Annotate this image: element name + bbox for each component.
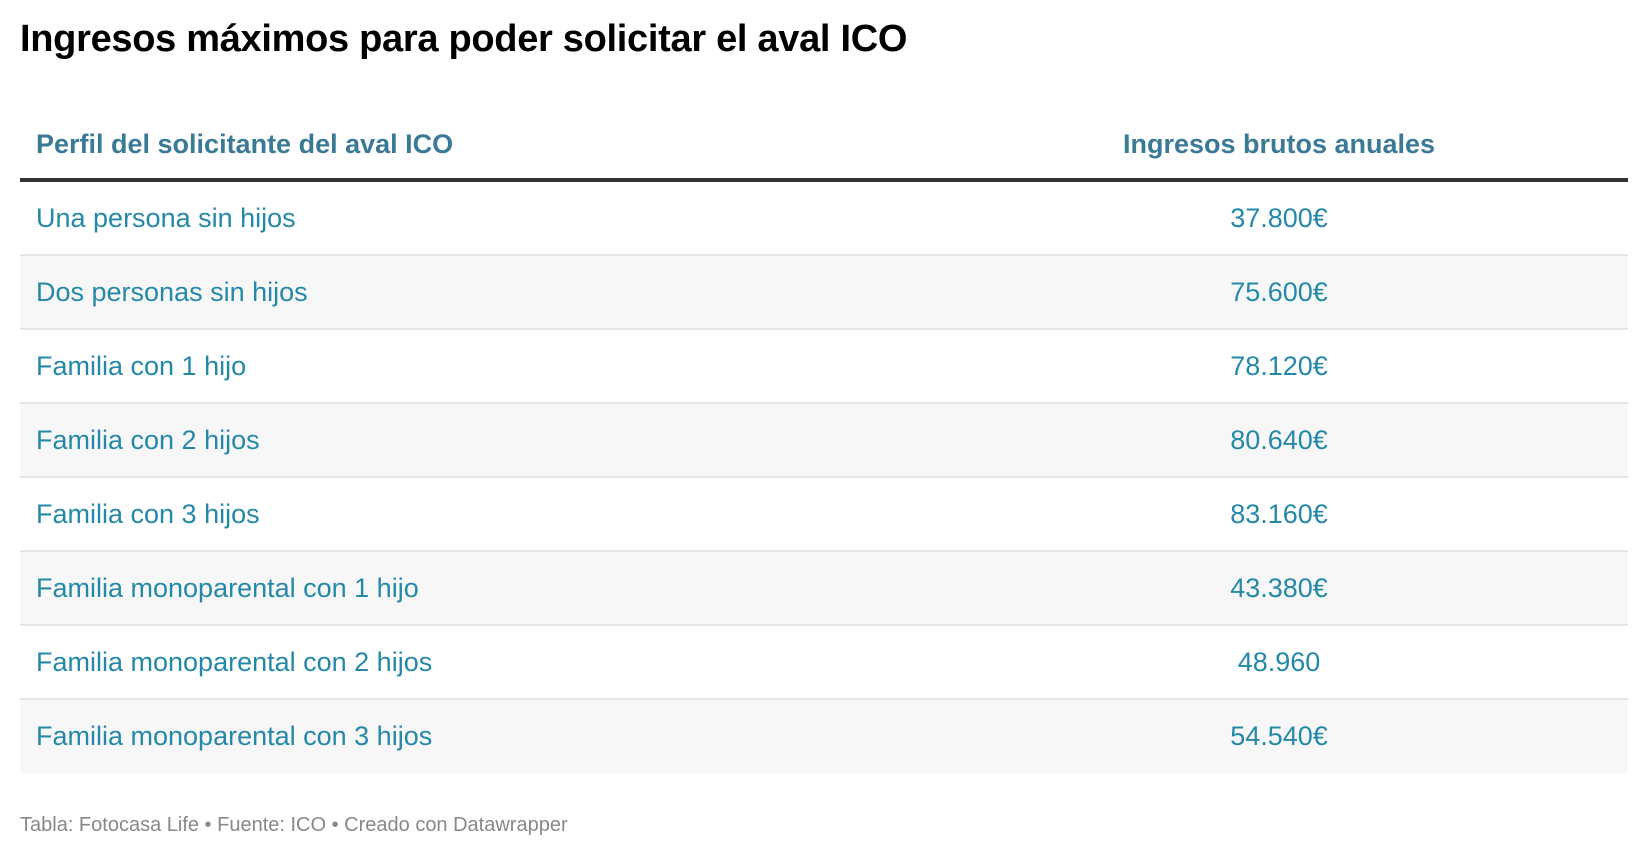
source-footer: Tabla: Fotocasa Life • Fuente: ICO • Cre… xyxy=(20,814,568,836)
cell-income: 54.540€ xyxy=(1230,721,1328,751)
table-row: Familia con 1 hijo 78.120€ xyxy=(20,330,1628,404)
cell-profile: Familia monoparental con 3 hijos xyxy=(36,721,433,751)
table-row: Familia monoparental con 1 hijo 43.380€ xyxy=(20,552,1628,626)
cell-profile: Familia monoparental con 2 hijos xyxy=(36,646,433,677)
cell-profile: Familia con 3 hijos xyxy=(36,498,260,529)
table-row: Familia con 3 hijos 83.160€ xyxy=(20,478,1628,552)
table-row: Familia con 2 hijos 80.640€ xyxy=(20,404,1628,478)
column-header-income[interactable]: Ingresos brutos anuales xyxy=(1122,128,1436,159)
table-row: Dos personas sin hijos 75.600€ xyxy=(20,256,1628,330)
column-header-profile[interactable]: Perfil del solicitante del aval ICO xyxy=(36,128,454,159)
table-header: Perfil del solicitante del aval ICO Ingr… xyxy=(20,110,1628,182)
table-row: Una persona sin hijos 37.800€ xyxy=(20,182,1628,256)
cell-profile: Familia con 1 hijo xyxy=(36,350,247,381)
cell-profile: Familia monoparental con 1 hijo xyxy=(36,572,419,603)
data-table: Perfil del solicitante del aval ICO Ingr… xyxy=(20,110,1628,773)
table-row: Familia monoparental con 2 hijos 48.960 xyxy=(20,626,1628,700)
chart-title: Ingresos máximos para poder solicitar el… xyxy=(20,18,908,60)
cell-profile: Una persona sin hijos xyxy=(36,202,296,233)
cell-income: 43.380€ xyxy=(1230,572,1328,603)
cell-income: 48.960 xyxy=(1237,646,1321,677)
cell-income: 75.600€ xyxy=(1230,276,1328,307)
table-row: Familia monoparental con 3 hijos 54.540€ xyxy=(20,700,1628,773)
cell-income: 83.160€ xyxy=(1230,498,1328,529)
cell-profile: Familia con 2 hijos xyxy=(36,424,260,455)
cell-profile: Dos personas sin hijos xyxy=(36,276,308,307)
cell-income: 37.800€ xyxy=(1230,202,1328,233)
cell-income: 80.640€ xyxy=(1230,424,1328,455)
cell-income: 78.120€ xyxy=(1230,350,1328,381)
